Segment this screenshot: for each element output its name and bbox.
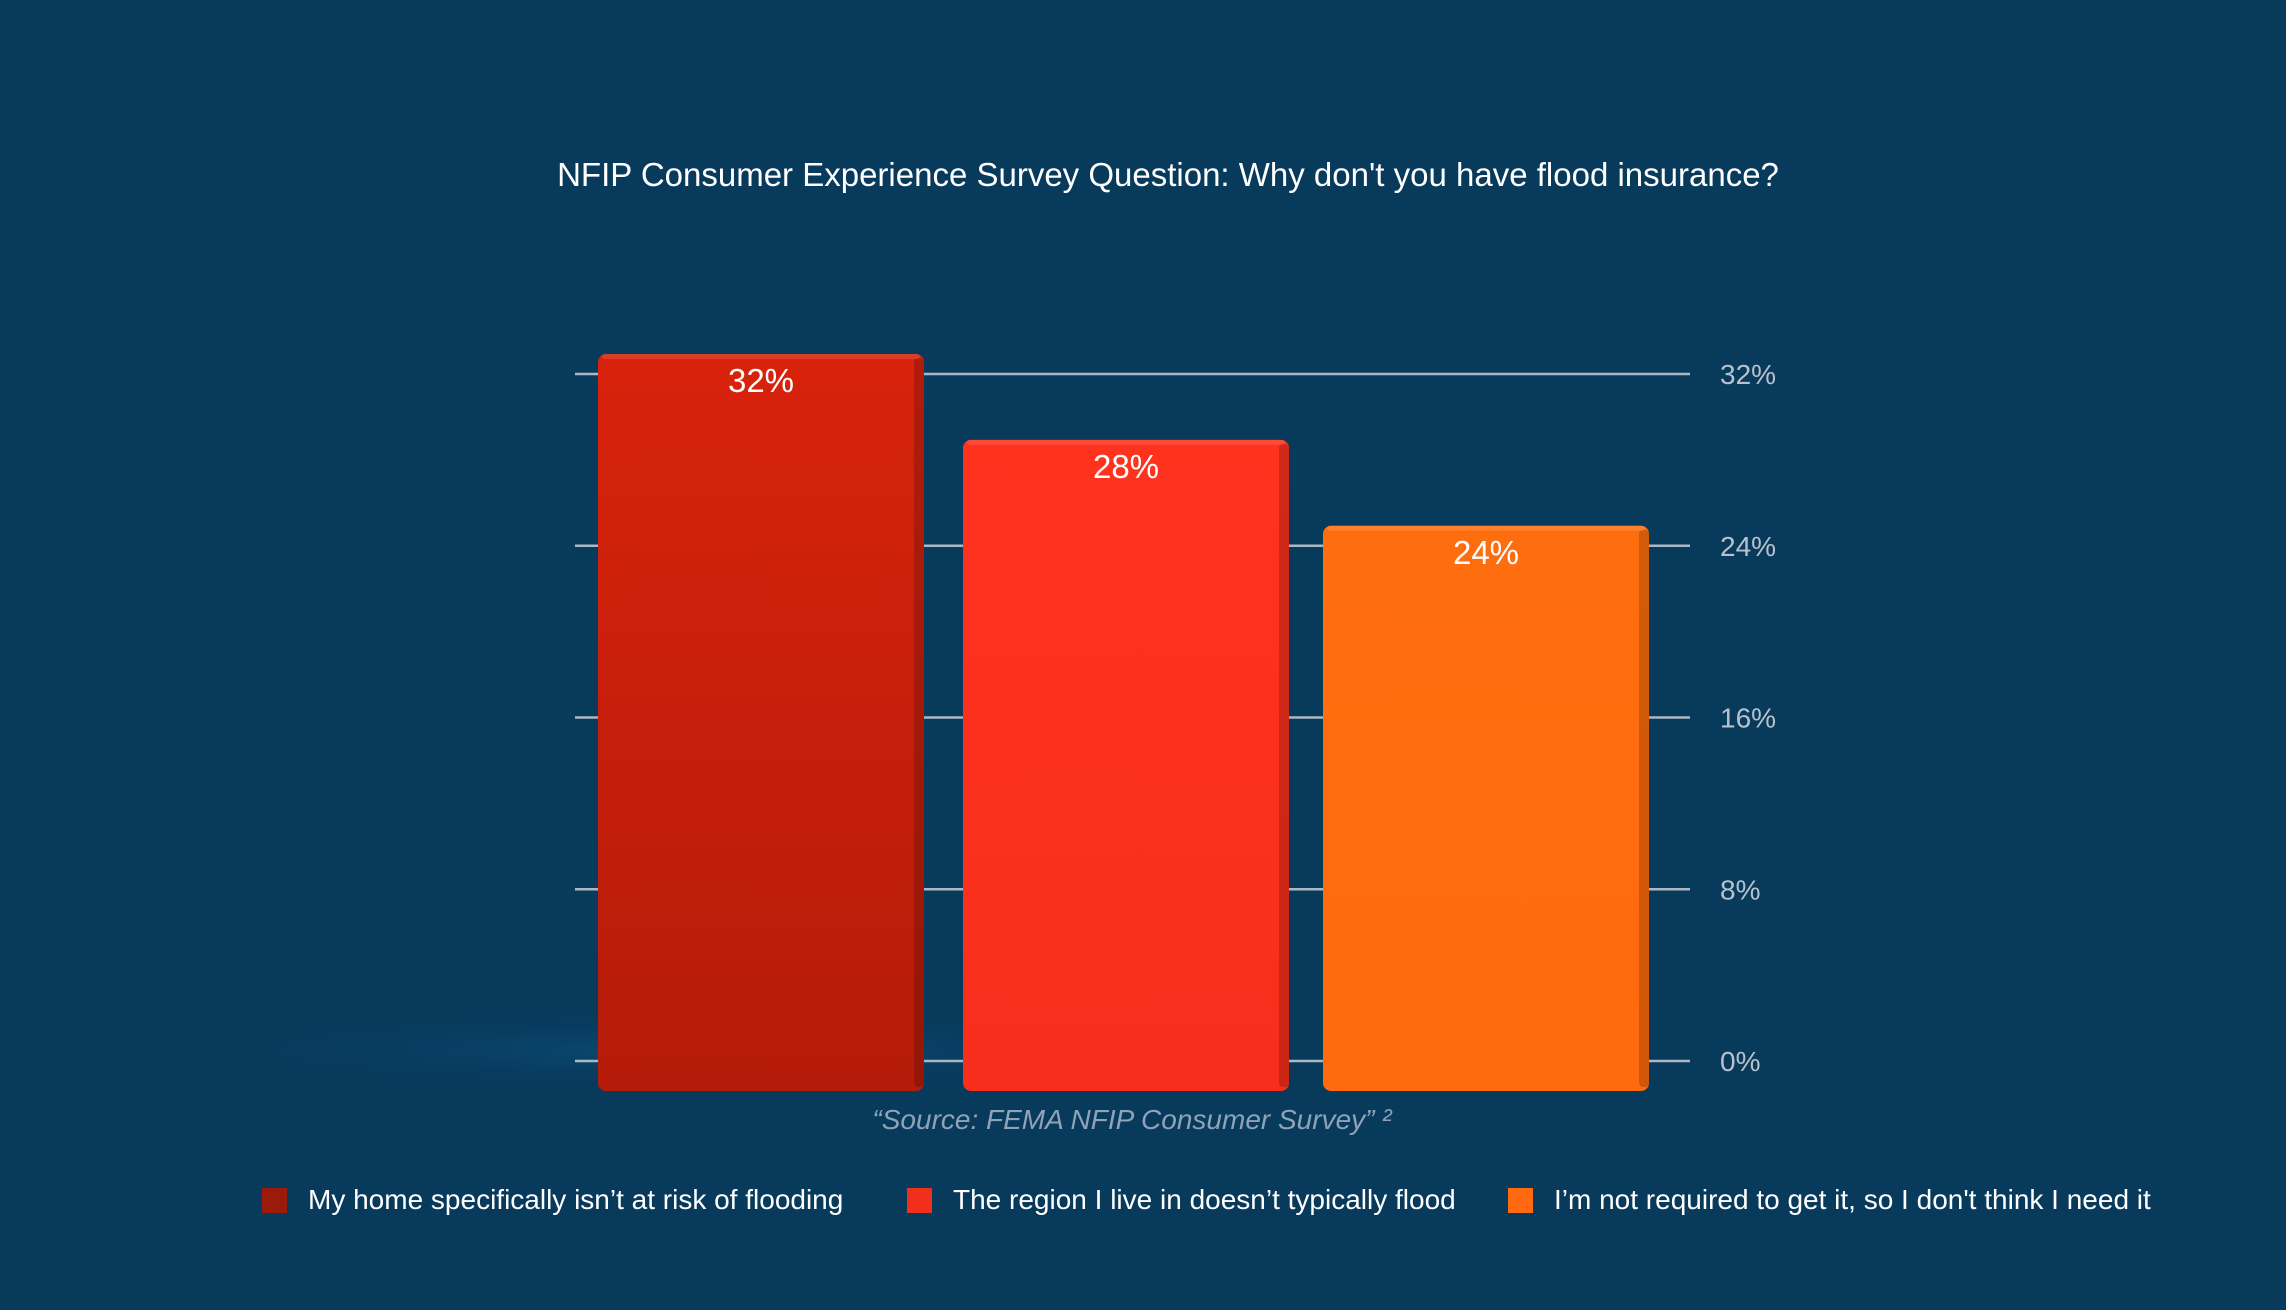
- bar-highlight-0: [602, 354, 920, 359]
- bar-2[interactable]: [1323, 525, 1649, 1091]
- y-tick-label-32: 32%: [1720, 359, 1776, 390]
- legend-item-2[interactable]: I’m not required to get it, so I don't t…: [1508, 1180, 2151, 1220]
- legend-item-1[interactable]: The region I live in doesn’t typically f…: [907, 1180, 1456, 1220]
- y-tick-label-0: 0%: [1720, 1046, 1760, 1077]
- bar-highlight-1: [967, 439, 1285, 445]
- bar-0[interactable]: [598, 354, 924, 1091]
- bar-body-1: [963, 439, 1289, 1091]
- bar-edge-2: [1639, 529, 1649, 1087]
- y-tick-label-16: 16%: [1720, 703, 1776, 734]
- bar-edge-0: [914, 358, 924, 1087]
- bar-edge-1: [1279, 443, 1289, 1087]
- legend-swatch-0: [262, 1187, 287, 1213]
- bar-highlight-2: [1327, 525, 1645, 531]
- legend-label-1: The region I live in doesn’t typically f…: [953, 1184, 1456, 1215]
- bar-1[interactable]: [963, 439, 1289, 1091]
- legend-label-0: My home specifically isn’t at risk of fl…: [308, 1184, 844, 1215]
- bars-layer: [598, 354, 1649, 1091]
- y-axis-ticks: 0% 8% 16% 24% 32%: [1720, 359, 1776, 1077]
- labels-layer: 32% 28% 24%: [728, 362, 1519, 571]
- y-tick-label-24: 24%: [1720, 531, 1776, 562]
- y-tick-label-8: 8%: [1720, 874, 1760, 905]
- bar-body-0: [598, 354, 924, 1091]
- legend-swatch-2: [1508, 1187, 1533, 1213]
- bar-body-2: [1323, 525, 1649, 1091]
- chart-title: NFIP Consumer Experience Survey Question…: [557, 156, 1779, 193]
- legend-item-0[interactable]: My home specifically isn’t at risk of fl…: [262, 1180, 843, 1220]
- legend: My home specifically isn’t at risk of fl…: [262, 1180, 2162, 1220]
- legend-label-2: I’m not required to get it, so I don't t…: [1554, 1184, 2151, 1215]
- legend-swatch-1: [907, 1187, 932, 1213]
- data-label-0: 32%: [728, 362, 794, 399]
- source-note: “Source: FEMA NFIP Consumer Survey” ²: [872, 1104, 1392, 1135]
- data-label-1: 28%: [1093, 448, 1159, 485]
- data-label-2: 24%: [1453, 534, 1519, 571]
